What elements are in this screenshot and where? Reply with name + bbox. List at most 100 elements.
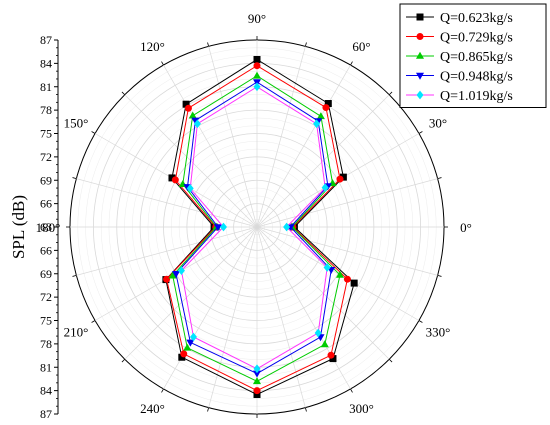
series-point (253, 387, 261, 395)
legend-marker (416, 33, 424, 40)
angular-tick (72, 177, 77, 179)
series-point (329, 355, 337, 363)
radial-spoke (163, 226, 258, 390)
series-point (323, 263, 331, 272)
radial-spoke (163, 64, 258, 228)
radial-spoke (256, 46, 306, 228)
angle-label: 300° (349, 401, 374, 416)
angular-tick (72, 275, 77, 277)
legend-marker (416, 13, 424, 21)
radial-tick-label: 75 (40, 127, 52, 141)
radial-spoke (256, 226, 420, 321)
angle-label: 240° (140, 401, 165, 416)
angle-label: 330° (426, 325, 451, 340)
series-point (324, 100, 332, 108)
legend-marker (415, 72, 425, 80)
angular-tick (121, 91, 126, 96)
series-point (252, 71, 262, 79)
series-point (178, 353, 186, 361)
series-point (168, 174, 176, 182)
legend-label: Q=0.948kg/s (440, 70, 513, 85)
series-point (186, 184, 194, 193)
radial-spoke (256, 226, 351, 390)
radial-axis-title: SPL (dB) (9, 195, 28, 259)
angular-tick (418, 320, 423, 323)
angular-tick (161, 388, 164, 393)
series-point (193, 119, 201, 129)
radial-tick-label: 72 (40, 290, 52, 304)
series-point (335, 270, 345, 278)
radial-spoke (256, 226, 390, 360)
legend-label: Q=1.019kg/s (440, 89, 513, 104)
axis-layer: 0°30°60°90°120°150°180°210°240°270°300°3… (36, 11, 472, 421)
angular-tick (437, 275, 442, 277)
series-point (327, 351, 335, 359)
series-point (189, 332, 197, 342)
legend-label: Q=0.623kg/s (440, 11, 513, 26)
series-point (322, 104, 330, 112)
radial-tick-label: 69 (40, 173, 52, 187)
series-point (343, 275, 351, 283)
angle-label: 60° (352, 39, 370, 54)
series-point (350, 279, 358, 287)
series-point (184, 104, 192, 112)
angular-tick (161, 61, 164, 66)
radial-tick-label: 87 (40, 407, 52, 421)
series-point (188, 111, 197, 119)
series-point (313, 119, 321, 129)
series-point (168, 271, 177, 279)
angular-tick (91, 131, 96, 134)
angular-tick (418, 131, 423, 134)
series-point (316, 112, 325, 120)
series-point (186, 339, 195, 347)
radial-tick-label: 87 (40, 33, 52, 47)
series-point (253, 55, 261, 63)
series-point (320, 340, 329, 348)
angular-tick (350, 61, 353, 66)
angular-tick (91, 320, 96, 323)
angular-tick (305, 42, 307, 47)
radial-spoke (256, 178, 438, 228)
radial-spoke (256, 226, 438, 276)
series-point (214, 224, 223, 232)
legend-label: Q=0.729kg/s (440, 31, 513, 46)
series-point (283, 222, 291, 232)
legend-label: Q=0.865kg/s (440, 50, 513, 65)
radial-spoke (208, 46, 258, 228)
angle-label: 30° (429, 116, 447, 131)
angle-label: 210° (64, 325, 89, 340)
series-point (253, 62, 261, 70)
series-point (339, 173, 347, 181)
legend-marker (415, 51, 425, 59)
series-point (171, 176, 179, 184)
angular-tick (305, 407, 307, 412)
series-point (172, 270, 181, 278)
radial-tick-label: 84 (40, 384, 52, 398)
radial-tick-label: 69 (40, 267, 52, 281)
radial-tick-label: 84 (40, 56, 52, 70)
radial-tick-label: 81 (40, 80, 52, 94)
angular-tick (207, 407, 209, 412)
angular-tick (350, 388, 353, 393)
series-point (219, 222, 227, 232)
angle-label: 150° (64, 116, 89, 131)
series-point (180, 350, 188, 358)
series-point (252, 370, 262, 378)
series-point (183, 343, 192, 351)
series-point (252, 377, 262, 385)
series-point (177, 266, 185, 276)
series-layer (162, 55, 358, 399)
angular-tick (388, 358, 393, 363)
radial-spoke (256, 64, 351, 228)
grid-layer (69, 39, 445, 415)
series-point (163, 275, 171, 283)
series-point (182, 100, 190, 108)
radial-spoke (256, 226, 306, 408)
radial-spoke (256, 94, 390, 228)
angle-label: 180° (36, 220, 61, 235)
radial-tick-label: 75 (40, 314, 52, 328)
series-point (253, 364, 261, 374)
radial-spoke (76, 226, 258, 276)
angular-tick (207, 42, 209, 47)
